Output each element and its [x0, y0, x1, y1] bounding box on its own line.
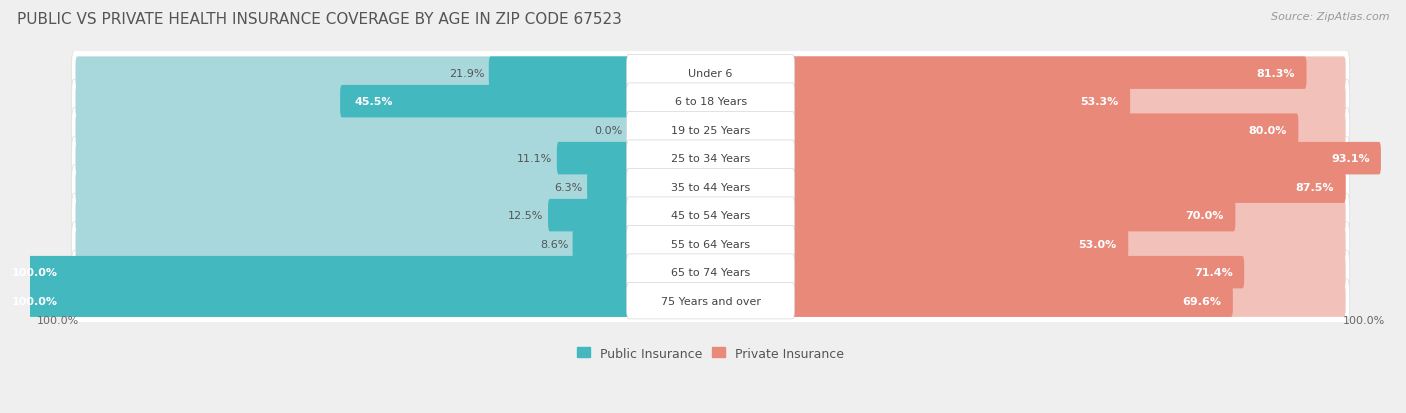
Text: 11.1%: 11.1% [517, 154, 553, 164]
Text: 35 to 44 Years: 35 to 44 Years [671, 182, 751, 192]
Legend: Public Insurance, Private Insurance: Public Insurance, Private Insurance [572, 342, 849, 365]
FancyBboxPatch shape [0, 285, 630, 317]
FancyBboxPatch shape [790, 171, 1346, 203]
Text: 53.0%: 53.0% [1078, 239, 1116, 249]
FancyBboxPatch shape [76, 57, 630, 90]
FancyBboxPatch shape [790, 57, 1346, 90]
FancyBboxPatch shape [489, 57, 630, 90]
FancyBboxPatch shape [790, 256, 1244, 289]
FancyBboxPatch shape [790, 85, 1346, 118]
Text: 75 Years and over: 75 Years and over [661, 296, 761, 306]
FancyBboxPatch shape [627, 112, 794, 149]
Text: 100.0%: 100.0% [11, 268, 58, 278]
FancyBboxPatch shape [76, 142, 630, 175]
FancyBboxPatch shape [72, 194, 1350, 237]
FancyBboxPatch shape [76, 199, 630, 232]
FancyBboxPatch shape [72, 80, 1350, 124]
FancyBboxPatch shape [790, 199, 1346, 232]
Text: 45.5%: 45.5% [354, 97, 394, 107]
FancyBboxPatch shape [627, 197, 794, 234]
FancyBboxPatch shape [557, 142, 630, 175]
Text: 25 to 34 Years: 25 to 34 Years [671, 154, 751, 164]
Text: 6.3%: 6.3% [554, 182, 582, 192]
Text: 80.0%: 80.0% [1249, 125, 1286, 135]
FancyBboxPatch shape [72, 251, 1350, 294]
FancyBboxPatch shape [72, 279, 1350, 323]
Text: 8.6%: 8.6% [540, 239, 568, 249]
FancyBboxPatch shape [72, 165, 1350, 209]
Text: 69.6%: 69.6% [1182, 296, 1222, 306]
FancyBboxPatch shape [627, 140, 794, 177]
FancyBboxPatch shape [790, 85, 1130, 118]
FancyBboxPatch shape [790, 57, 1306, 90]
FancyBboxPatch shape [548, 199, 630, 232]
Text: 81.3%: 81.3% [1257, 69, 1295, 78]
FancyBboxPatch shape [588, 171, 630, 203]
Text: 71.4%: 71.4% [1194, 268, 1233, 278]
Text: 65 to 74 Years: 65 to 74 Years [671, 268, 751, 278]
FancyBboxPatch shape [76, 256, 630, 289]
Text: 19 to 25 Years: 19 to 25 Years [671, 125, 751, 135]
FancyBboxPatch shape [627, 55, 794, 92]
Text: 100.0%: 100.0% [1343, 315, 1385, 325]
FancyBboxPatch shape [790, 114, 1346, 147]
FancyBboxPatch shape [72, 109, 1350, 152]
Text: 6 to 18 Years: 6 to 18 Years [675, 97, 747, 107]
FancyBboxPatch shape [340, 85, 630, 118]
Text: 100.0%: 100.0% [37, 315, 79, 325]
Text: Source: ZipAtlas.com: Source: ZipAtlas.com [1271, 12, 1389, 22]
FancyBboxPatch shape [627, 84, 794, 120]
FancyBboxPatch shape [72, 222, 1350, 266]
FancyBboxPatch shape [627, 169, 794, 205]
FancyBboxPatch shape [76, 285, 630, 317]
FancyBboxPatch shape [72, 52, 1350, 95]
Text: 21.9%: 21.9% [449, 69, 485, 78]
FancyBboxPatch shape [790, 228, 1346, 260]
Text: PUBLIC VS PRIVATE HEALTH INSURANCE COVERAGE BY AGE IN ZIP CODE 67523: PUBLIC VS PRIVATE HEALTH INSURANCE COVER… [17, 12, 621, 27]
FancyBboxPatch shape [790, 142, 1346, 175]
Text: 70.0%: 70.0% [1185, 211, 1225, 221]
Text: Under 6: Under 6 [689, 69, 733, 78]
FancyBboxPatch shape [627, 254, 794, 291]
FancyBboxPatch shape [76, 228, 630, 260]
FancyBboxPatch shape [76, 114, 630, 147]
FancyBboxPatch shape [790, 142, 1381, 175]
FancyBboxPatch shape [790, 285, 1346, 317]
FancyBboxPatch shape [76, 171, 630, 203]
FancyBboxPatch shape [572, 228, 630, 260]
FancyBboxPatch shape [76, 85, 630, 118]
Text: 53.3%: 53.3% [1081, 97, 1119, 107]
Text: 12.5%: 12.5% [508, 211, 544, 221]
FancyBboxPatch shape [627, 226, 794, 262]
Text: 45 to 54 Years: 45 to 54 Years [671, 211, 751, 221]
FancyBboxPatch shape [0, 256, 630, 289]
FancyBboxPatch shape [790, 199, 1236, 232]
Text: 0.0%: 0.0% [595, 125, 623, 135]
FancyBboxPatch shape [790, 256, 1346, 289]
FancyBboxPatch shape [72, 137, 1350, 180]
Text: 55 to 64 Years: 55 to 64 Years [671, 239, 751, 249]
Text: 93.1%: 93.1% [1331, 154, 1369, 164]
FancyBboxPatch shape [627, 283, 794, 319]
FancyBboxPatch shape [790, 228, 1128, 260]
Text: 87.5%: 87.5% [1296, 182, 1334, 192]
FancyBboxPatch shape [790, 114, 1298, 147]
FancyBboxPatch shape [790, 171, 1346, 203]
FancyBboxPatch shape [790, 285, 1233, 317]
Text: 100.0%: 100.0% [11, 296, 58, 306]
